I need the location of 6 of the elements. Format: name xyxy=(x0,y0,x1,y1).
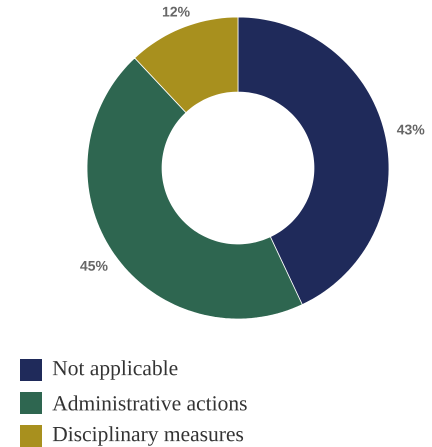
data-label: 45% xyxy=(80,260,108,271)
legend-label: Not applicable xyxy=(52,360,178,380)
data-label: 12% xyxy=(162,6,190,17)
data-label: 43% xyxy=(396,124,424,135)
legend-label: Disciplinary measures xyxy=(52,426,244,446)
legend-label: Administrative actions xyxy=(52,395,247,411)
